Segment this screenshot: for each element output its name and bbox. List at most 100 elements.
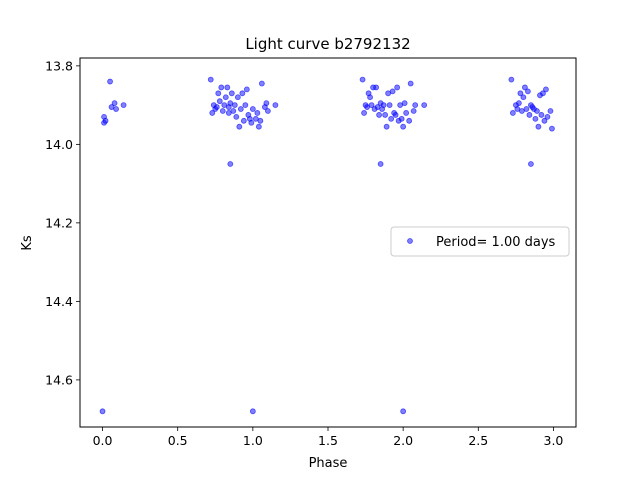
data-point [272, 102, 279, 109]
data-point [218, 84, 225, 91]
data-point [373, 84, 380, 91]
data-point [376, 112, 383, 118]
data-point [508, 76, 515, 83]
data-point [249, 106, 256, 112]
data-point [258, 80, 265, 87]
data-point [388, 115, 395, 122]
data-points [99, 76, 555, 415]
data-point [367, 94, 373, 101]
data-point [264, 108, 271, 114]
data-point [380, 102, 387, 109]
data-point [230, 108, 237, 114]
data-point [239, 90, 246, 97]
data-point [406, 117, 413, 124]
x-tick-label: 1.0 [243, 433, 263, 448]
y-tick-label: 14.6 [45, 372, 73, 387]
data-point [207, 76, 214, 83]
data-point [257, 117, 264, 124]
data-point [549, 125, 555, 132]
data-point [219, 108, 226, 114]
data-point [209, 110, 216, 116]
data-point [398, 115, 405, 122]
data-point [234, 94, 241, 101]
data-point [541, 117, 548, 124]
data-point [359, 76, 366, 83]
data-point [532, 115, 539, 122]
x-tick-label: 2.5 [468, 433, 488, 448]
data-point [361, 110, 367, 116]
data-point [400, 408, 407, 415]
data-point [394, 84, 401, 91]
data-point [520, 94, 527, 101]
data-point [538, 112, 545, 118]
data-point [111, 100, 118, 107]
x-tick-label: 2.0 [393, 433, 413, 448]
x-tick-label: 0.0 [93, 433, 113, 448]
y-axis-ticks: 13.8 14.0 14.2 14.4 14.6 [45, 58, 80, 387]
data-point [249, 408, 256, 415]
data-point [224, 84, 231, 91]
data-point [107, 78, 113, 85]
data-point [227, 161, 234, 167]
data-point [102, 117, 109, 124]
data-point [120, 102, 127, 109]
data-point [523, 106, 530, 112]
data-point [515, 100, 522, 107]
data-point [401, 100, 408, 107]
x-tick-label: 1.5 [318, 433, 338, 448]
data-point [407, 80, 414, 87]
data-point [213, 104, 220, 110]
data-point [528, 161, 534, 167]
x-tick-label: 3.0 [544, 433, 564, 448]
data-point [522, 84, 528, 91]
data-point [547, 108, 554, 114]
data-point [535, 123, 542, 130]
y-axis-label: Ks [20, 235, 35, 251]
data-point [534, 108, 540, 114]
data-point [368, 102, 375, 109]
x-axis-ticks: 0.0 0.5 1.0 1.5 2.0 2.5 3.0 [93, 427, 564, 448]
legend-marker [407, 238, 413, 244]
data-point [403, 110, 410, 116]
data-point [113, 106, 119, 112]
data-point [400, 123, 407, 130]
data-point [543, 86, 549, 93]
y-tick-label: 14.0 [45, 137, 73, 152]
data-point [412, 102, 419, 109]
data-point [525, 88, 531, 95]
data-point [517, 90, 524, 97]
data-point [248, 119, 255, 126]
data-point [263, 100, 270, 107]
data-point [242, 102, 249, 109]
data-point [386, 102, 393, 109]
data-point [237, 106, 244, 112]
x-axis-label: Phase [309, 456, 348, 471]
data-point [421, 102, 428, 109]
data-point [243, 86, 250, 93]
data-point [236, 123, 243, 130]
legend: Period= 1.00 days [390, 226, 570, 257]
data-point [383, 123, 390, 130]
data-point [526, 112, 533, 118]
chart-title: Light curve b2792132 [245, 35, 410, 53]
x-tick-label: 0.5 [168, 433, 188, 448]
legend-label: Period= 1.00 days [436, 235, 556, 250]
data-point [377, 161, 384, 167]
data-point [544, 113, 551, 120]
data-point [509, 110, 516, 116]
data-point [254, 110, 261, 116]
data-point [392, 112, 399, 118]
data-point [389, 88, 396, 95]
data-point [382, 112, 389, 118]
data-point [410, 108, 417, 114]
data-point [255, 123, 262, 130]
legend-box [390, 226, 570, 257]
data-point [215, 90, 222, 97]
data-point [240, 117, 247, 124]
data-point [222, 94, 229, 101]
data-point [216, 98, 223, 105]
data-point [233, 113, 240, 120]
data-point [228, 90, 235, 97]
data-point [540, 90, 546, 97]
